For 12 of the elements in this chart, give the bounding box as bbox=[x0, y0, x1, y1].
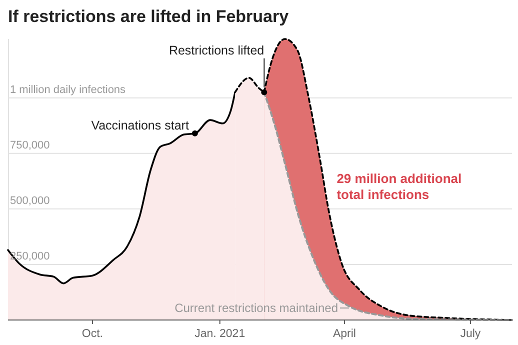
x-tick-label: July bbox=[460, 328, 481, 340]
annotation: Vaccinations start bbox=[91, 118, 190, 132]
x-tick-label: Jan. 2021 bbox=[194, 328, 246, 340]
x-tick-label: April bbox=[332, 328, 356, 340]
y-tick-label: 1 million daily infections bbox=[10, 84, 126, 96]
x-tick-label: Oct. bbox=[82, 328, 104, 340]
annotation: Restrictions lifted bbox=[168, 43, 264, 58]
annotation: 29 million additional total infections bbox=[336, 170, 462, 202]
chart-title: If restrictions are lifted in February bbox=[8, 7, 290, 26]
y-tick-label: 750,000 bbox=[10, 139, 50, 152]
y-tick-label: 500,000 bbox=[10, 194, 50, 207]
legend-label: Current restrictions maintained bbox=[174, 301, 338, 315]
